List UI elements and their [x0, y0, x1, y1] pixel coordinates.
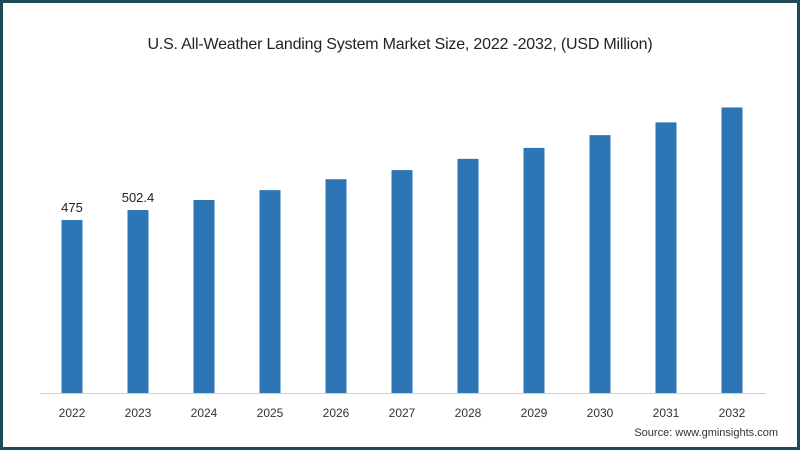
x-tick-label: 2030 [587, 406, 614, 420]
data-label: 475 [61, 200, 83, 215]
x-tick-label: 2025 [257, 406, 284, 420]
bar-2028 [457, 158, 479, 393]
bar-2026 [325, 179, 347, 393]
bar-2032 [721, 107, 743, 393]
chart-title: U.S. All-Weather Landing System Market S… [147, 36, 653, 53]
x-tick-label: 2027 [389, 406, 416, 420]
x-tick-label: 2026 [323, 406, 350, 420]
bar-2022 [61, 220, 83, 393]
bar-2025 [259, 190, 281, 393]
bar-2030 [589, 135, 611, 393]
bar-2029 [523, 147, 545, 393]
data-label: 502.4 [122, 190, 155, 205]
x-tick-label: 2032 [719, 406, 746, 420]
x-tick-label: 2022 [59, 406, 86, 420]
x-tick-label: 2028 [455, 406, 482, 420]
source-note: Source: www.gminsights.com [634, 427, 778, 439]
bar-2031 [655, 122, 677, 394]
x-tick-label: 2023 [125, 406, 152, 420]
x-tick-label: 2029 [521, 406, 548, 420]
bar-2027 [391, 170, 413, 393]
x-tick-label: 2031 [653, 406, 680, 420]
bar-2023 [127, 210, 149, 393]
bar-2024 [193, 199, 215, 393]
x-tick-label: 2024 [191, 406, 218, 420]
